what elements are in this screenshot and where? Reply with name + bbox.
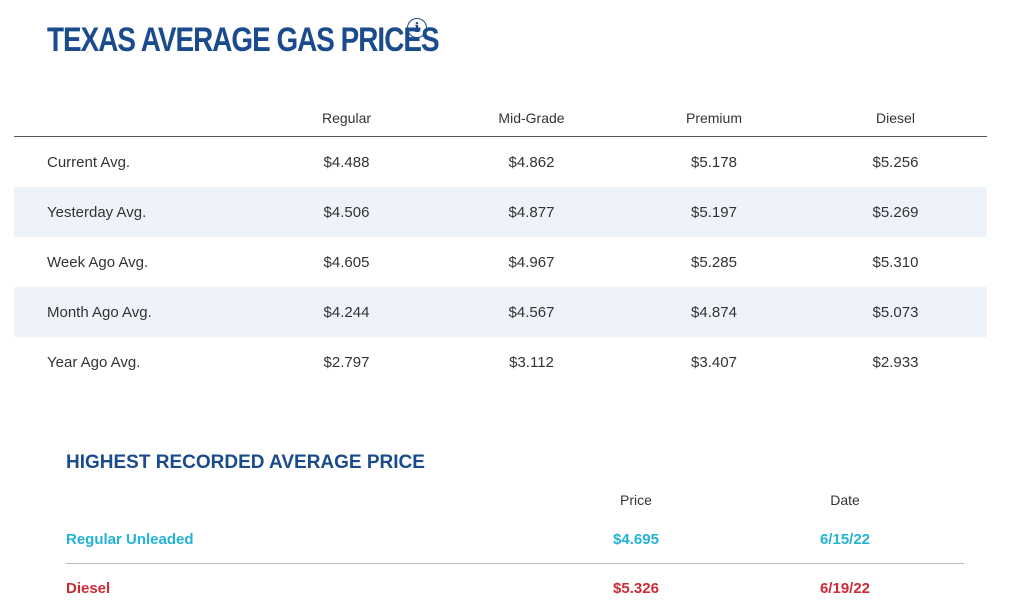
- table-row: Regular Unleaded $4.695 6/15/22: [66, 515, 964, 564]
- price-cell: $2.933: [804, 337, 987, 387]
- price-cell: $4.506: [254, 187, 439, 237]
- average-prices-table: Regular Mid-Grade Premium Diesel Current…: [14, 100, 987, 387]
- price-cell: $4.244: [254, 287, 439, 337]
- header-blank: [66, 485, 546, 515]
- price-cell: $4.605: [254, 237, 439, 287]
- column-header-date: Date: [726, 485, 964, 515]
- record-date: 6/15/22: [726, 515, 964, 564]
- column-header-regular: Regular: [254, 100, 439, 137]
- fuel-label-diesel: Diesel: [66, 564, 546, 612]
- column-header-price: Price: [546, 485, 726, 515]
- price-cell: $5.256: [804, 137, 987, 188]
- record-date: 6/19/22: [726, 564, 964, 612]
- price-cell: $2.797: [254, 337, 439, 387]
- page-title: TEXAS AVERAGE GAS PRICES: [47, 18, 439, 62]
- price-cell: $3.112: [439, 337, 624, 387]
- price-cell: $5.073: [804, 287, 987, 337]
- column-header-premium: Premium: [624, 100, 804, 137]
- table-row: Week Ago Avg. $4.605 $4.967 $5.285 $5.31…: [14, 237, 987, 287]
- price-cell: $5.310: [804, 237, 987, 287]
- price-cell: $4.567: [439, 287, 624, 337]
- row-label: Year Ago Avg.: [14, 337, 254, 387]
- table-row: Current Avg. $4.488 $4.862 $5.178 $5.256: [14, 137, 987, 188]
- highest-price-title: HIGHEST RECORDED AVERAGE PRICE: [66, 452, 425, 474]
- table-row: Diesel $5.326 6/19/22: [66, 564, 964, 612]
- price-cell: $5.269: [804, 187, 987, 237]
- table-row: Yesterday Avg. $4.506 $4.877 $5.197 $5.2…: [14, 187, 987, 237]
- record-price: $4.695: [546, 515, 726, 564]
- table-row: Year Ago Avg. $2.797 $3.112 $3.407 $2.93…: [14, 337, 987, 387]
- price-cell: $4.488: [254, 137, 439, 188]
- record-price: $5.326: [546, 564, 726, 612]
- column-header-diesel: Diesel: [804, 100, 987, 137]
- info-circle-icon[interactable]: i: [407, 18, 427, 38]
- highest-price-table: Price Date Regular Unleaded $4.695 6/15/…: [66, 485, 964, 612]
- row-label: Month Ago Avg.: [14, 287, 254, 337]
- price-cell: $4.877: [439, 187, 624, 237]
- column-header-mid-grade: Mid-Grade: [439, 100, 624, 137]
- price-cell: $4.967: [439, 237, 624, 287]
- price-cell: $4.874: [624, 287, 804, 337]
- fuel-label-regular-unleaded: Regular Unleaded: [66, 515, 546, 564]
- price-cell: $4.862: [439, 137, 624, 188]
- price-cell: $5.197: [624, 187, 804, 237]
- row-label: Week Ago Avg.: [14, 237, 254, 287]
- header-blank: [14, 100, 254, 137]
- table-row: Month Ago Avg. $4.244 $4.567 $4.874 $5.0…: [14, 287, 987, 337]
- price-cell: $5.178: [624, 137, 804, 188]
- row-label: Current Avg.: [14, 137, 254, 188]
- page-header: TEXAS AVERAGE GAS PRICES i: [47, 18, 525, 62]
- table-header-row: Regular Mid-Grade Premium Diesel: [14, 100, 987, 137]
- price-cell: $3.407: [624, 337, 804, 387]
- row-label: Yesterday Avg.: [14, 187, 254, 237]
- highest-header-row: Price Date: [66, 485, 964, 515]
- price-cell: $5.285: [624, 237, 804, 287]
